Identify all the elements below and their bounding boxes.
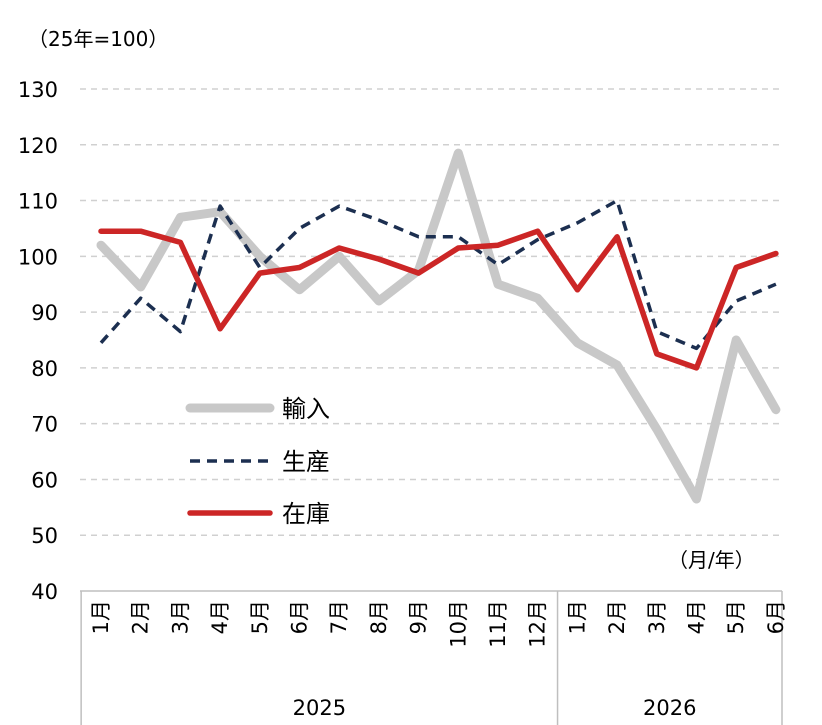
y-tick-label: 50 xyxy=(31,524,58,548)
y-tick-label: 100 xyxy=(18,245,58,269)
x-tick-label: 5月 xyxy=(248,600,272,634)
y-tick-label: 120 xyxy=(18,134,58,158)
y-tick-label: 130 xyxy=(18,78,58,102)
x-axis-ticks: 1月 2月 3月 4月 5月 6月 7月 8月 9月 10月 11月 12月 1月 2月 3月 4月 5月 6月 xyxy=(89,600,788,648)
y-tick-label: 60 xyxy=(31,468,58,492)
x-unit-label: （月/年） xyxy=(668,548,755,572)
x-tick-label: 4月 xyxy=(208,600,232,634)
x-tick-label: 1月 xyxy=(89,600,113,634)
x-tick-label: 6月 xyxy=(288,600,312,634)
x-tick-label: 2月 xyxy=(605,600,629,634)
y-tick-label: 70 xyxy=(31,413,58,437)
x-tick-label: 12月 xyxy=(526,600,550,648)
series-lines xyxy=(96,148,781,504)
gridlines xyxy=(80,88,782,536)
axes xyxy=(80,590,783,725)
x-tick-label: 10月 xyxy=(446,600,470,648)
year-label: 2026 xyxy=(643,696,696,720)
x-tick-label: 5月 xyxy=(724,600,748,634)
y-axis-ticks: 40 50 60 70 80 90 100 110 120 130 xyxy=(18,78,58,604)
y-tick-label: 110 xyxy=(18,190,58,214)
x-tick-label: 6月 xyxy=(764,600,788,634)
y-tick-label: 80 xyxy=(31,357,58,381)
x-tick-label: 11月 xyxy=(486,600,510,648)
x-tick-label: 3月 xyxy=(168,600,192,634)
year-label: 2025 xyxy=(293,696,346,720)
series-line-1 xyxy=(96,148,781,504)
x-tick-label: 2月 xyxy=(129,600,153,634)
y-tick-label: 40 xyxy=(31,580,58,604)
legend-label: 生産 xyxy=(282,448,330,476)
y-unit-label: （25年=100） xyxy=(28,27,168,51)
x-tick-label: 1月 xyxy=(565,600,589,634)
x-tick-label: 4月 xyxy=(685,600,709,634)
series-line-3 xyxy=(98,228,779,371)
series-line-2 xyxy=(99,198,777,351)
legend-label: 輸入 xyxy=(282,395,330,423)
x-tick-label: 3月 xyxy=(645,600,669,634)
legend-label: 在庫 xyxy=(282,500,330,528)
x-tick-label: 7月 xyxy=(327,600,351,634)
y-tick-label: 90 xyxy=(31,301,58,325)
x-tick-label: 8月 xyxy=(367,600,391,634)
x-tick-label: 9月 xyxy=(407,600,431,634)
year-group-labels: 2025 2026 xyxy=(293,696,697,720)
